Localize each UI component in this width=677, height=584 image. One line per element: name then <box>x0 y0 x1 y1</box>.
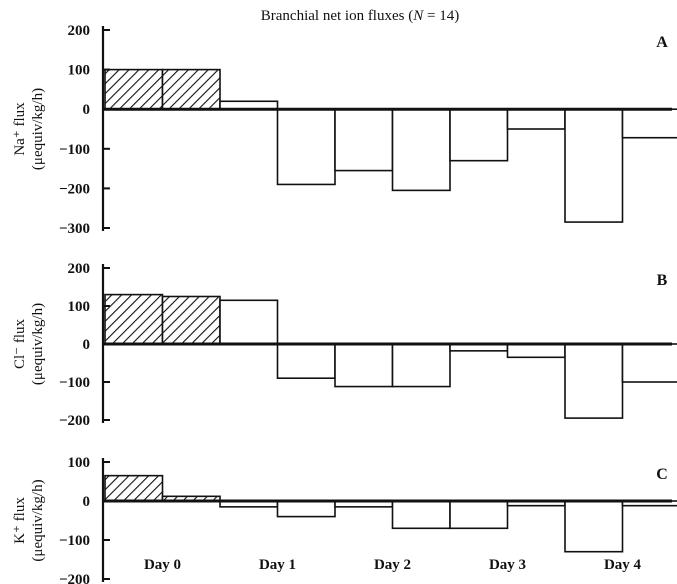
y-tick-label: −100 <box>59 142 90 158</box>
x-tick-label: Day 1 <box>259 557 296 573</box>
title-n-symbol: N <box>413 8 424 24</box>
y-tick-label: 100 <box>68 63 91 79</box>
bar-a-10 <box>621 108 677 139</box>
bar-c-7 <box>449 500 509 530</box>
bar-b-8 <box>506 343 566 359</box>
panel-label: C <box>656 466 668 483</box>
title-prefix: Branchial net ion fluxes ( <box>260 8 414 24</box>
y-axis-label-ion: Na⁺ flux <box>12 102 28 156</box>
chart-title: Branchial net ion fluxes (N = 14) <box>160 8 560 25</box>
y-tick-label: −200 <box>59 572 90 584</box>
bar-b-1 <box>104 293 164 345</box>
bar-b-9 <box>564 343 624 419</box>
y-tick-label: −300 <box>59 221 90 237</box>
y-axis-label: Na⁺ flux (μequiv/kg/h) <box>12 88 46 170</box>
bar-b-4 <box>276 343 336 380</box>
bar-b-5 <box>334 343 394 388</box>
y-tick-label: 0 <box>83 337 91 353</box>
bar-b-3 <box>219 299 279 345</box>
bar-a-5 <box>334 108 394 172</box>
y-axis-label: K⁺ flux (μequiv/kg/h) <box>12 479 46 561</box>
bar-c-6 <box>391 500 451 530</box>
bar-c-4 <box>276 500 336 518</box>
y-axis-label-unit: (μequiv/kg/h) <box>30 303 46 385</box>
y-tick-label: 0 <box>83 102 91 118</box>
bar-a-7 <box>449 108 509 162</box>
panel-c: 100 0 −100 −200 C K⁺ flux (μequiv/kg/h) Day 0 Da… <box>12 455 677 584</box>
y-tick-label: 200 <box>68 23 91 39</box>
bar-a-8 <box>506 108 566 130</box>
y-tick-label: −200 <box>59 181 90 197</box>
bar-a-4 <box>276 108 336 186</box>
bar-c-9 <box>564 500 624 553</box>
bar-a-1 <box>104 68 164 110</box>
panel-b: 200 100 0 −100 −200 B Cl⁻ flux (μequiv/kg/h) <box>12 261 677 429</box>
bar-c-1 <box>104 474 164 502</box>
bar-a-6 <box>391 108 451 192</box>
x-tick-label: Day 3 <box>489 557 526 573</box>
bar-b-2 <box>161 295 221 345</box>
y-tick-label: 200 <box>68 261 91 277</box>
y-tick-label: 100 <box>68 299 91 315</box>
y-axis-label-unit: (μequiv/kg/h) <box>30 88 46 170</box>
y-axis-label-ion: K⁺ flux <box>12 497 28 544</box>
bar-a-9 <box>564 108 624 223</box>
y-tick-label: 100 <box>68 455 91 471</box>
y-tick-label: −100 <box>59 533 90 549</box>
panel-a: 200 100 0 −100 −200 −300 A Na⁺ flux (μequiv/kg/h… <box>12 23 677 237</box>
y-axis-label-ion: Cl⁻ flux <box>12 319 28 370</box>
y-axis-label: Cl⁻ flux (μequiv/kg/h) <box>12 303 46 385</box>
y-axis-label-unit: (μequiv/kg/h) <box>30 479 46 561</box>
y-tick-label: 0 <box>83 494 91 510</box>
bar-a-2 <box>161 68 221 110</box>
panel-label: A <box>656 34 668 51</box>
x-tick-label: Day 0 <box>144 557 181 573</box>
x-tick-label: Day 4 <box>604 557 642 573</box>
bar-b-6 <box>391 343 451 388</box>
title-suffix: = 14) <box>423 8 460 24</box>
y-tick-label: −200 <box>59 413 90 429</box>
panel-label: B <box>657 272 668 289</box>
bar-b-10 <box>621 343 677 383</box>
y-tick-label: −100 <box>59 375 90 391</box>
x-tick-label: Day 2 <box>374 557 411 573</box>
